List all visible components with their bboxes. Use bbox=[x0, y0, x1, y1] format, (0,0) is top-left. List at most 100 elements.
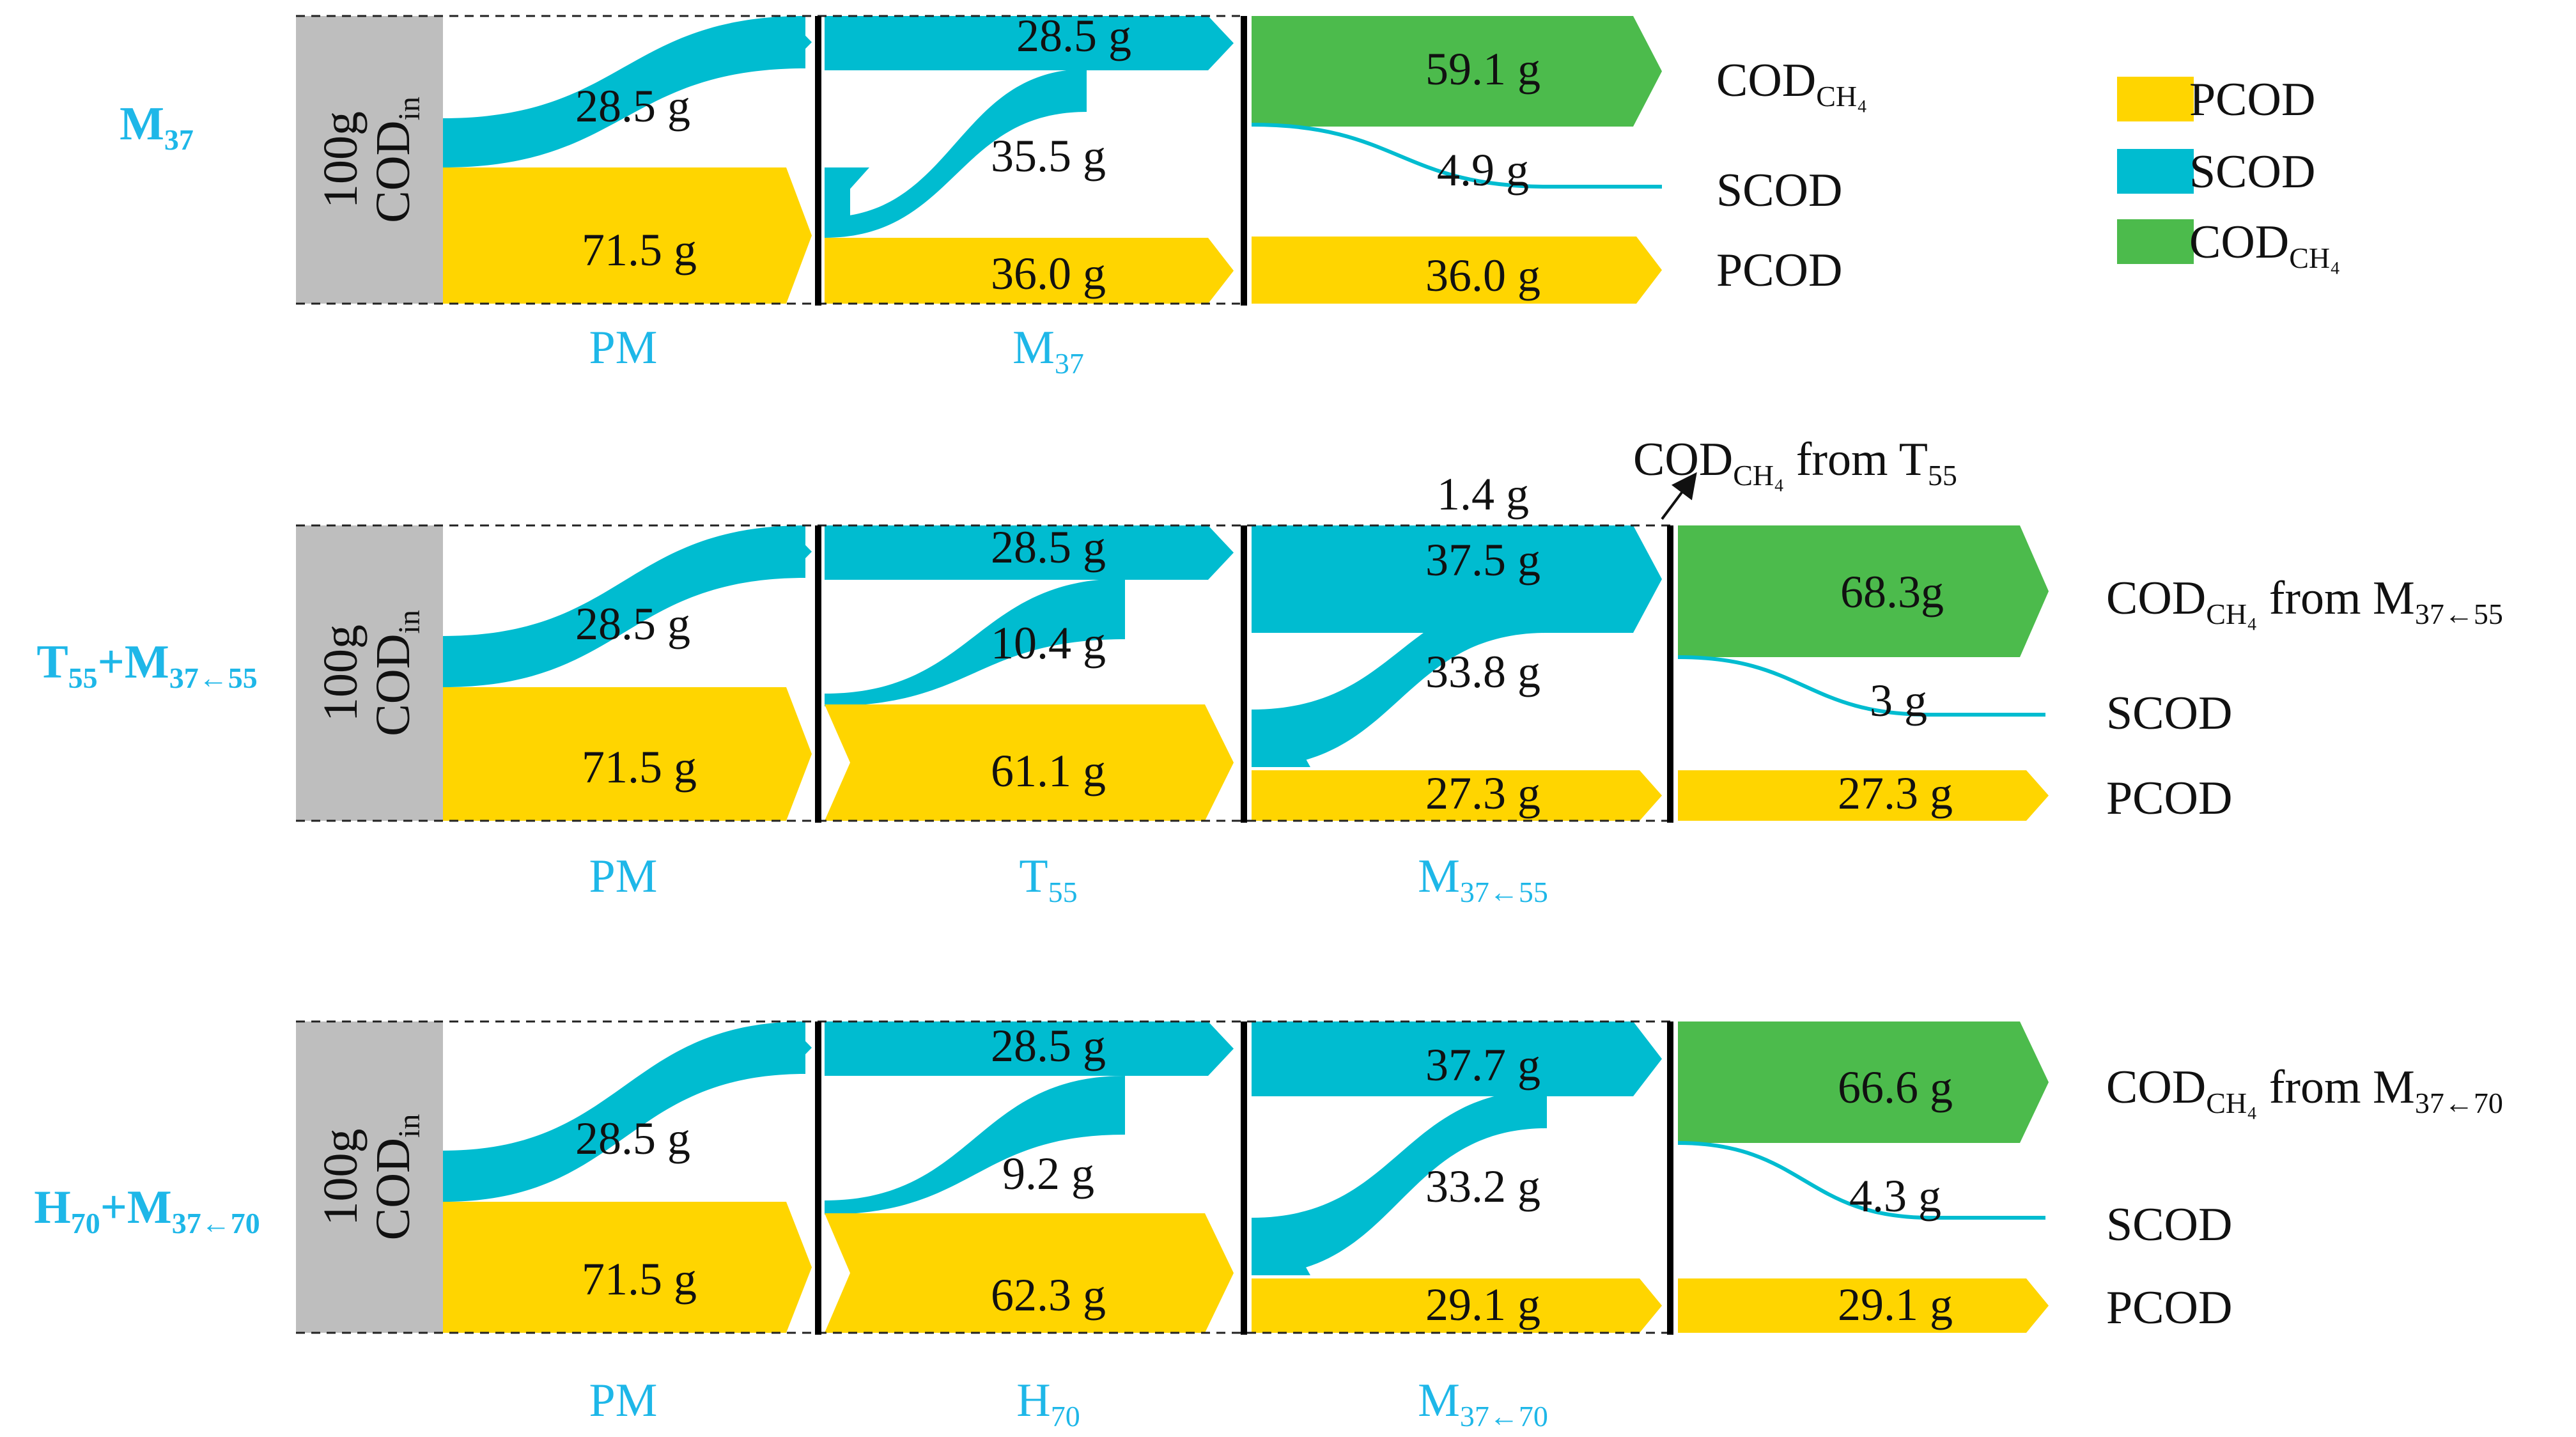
legend-label-scod: SCOD bbox=[2189, 146, 2315, 198]
s2-scod-top-arrow bbox=[825, 16, 1234, 70]
stage-label: H70 bbox=[1016, 1374, 1080, 1433]
s3-scod-conv-flow bbox=[1252, 593, 1547, 767]
ch4-t55-annotation-part: 55 bbox=[1928, 459, 1957, 492]
annotation-arrow bbox=[1661, 472, 1697, 520]
legend-label-pcod: PCOD bbox=[2189, 74, 2315, 126]
stage-label-part: M bbox=[1418, 850, 1460, 903]
s2-scod-top-value: 28.5 g bbox=[1016, 10, 1131, 61]
stage-label-part: 37←70 bbox=[1460, 1400, 1548, 1433]
line-layer bbox=[296, 15, 2045, 1335]
influent-cod: CODin bbox=[366, 610, 426, 736]
influent-cod-text: COD bbox=[366, 120, 420, 222]
ch4-output-label-part: from M bbox=[2257, 1061, 2415, 1114]
influent-amount: 100g bbox=[314, 625, 368, 722]
ch4-t55-annotation: CODCH₄ from T55 bbox=[1633, 433, 1957, 492]
ch4-output-label: CODCH₄ from M37←70 bbox=[2106, 1061, 2503, 1119]
final-pcod-arrow bbox=[1252, 237, 1662, 304]
ch4-output-label-part: CH₄ bbox=[1816, 80, 1867, 113]
ch4-output-label-part: 37←70 bbox=[2415, 1087, 2503, 1119]
legend-label-ch4-part: CH₄ bbox=[2289, 242, 2340, 274]
s2-scod-conv-flow bbox=[825, 69, 1087, 238]
ch4-output-label: CODCH₄ bbox=[1716, 54, 1867, 113]
stage-label: T55 bbox=[1019, 850, 1077, 908]
final-ch4-value: 59.1 g bbox=[1425, 43, 1540, 95]
final-scod-line bbox=[1677, 1141, 2045, 1220]
pm-scod-flow bbox=[443, 16, 805, 167]
legend-swatch-ch4 bbox=[2117, 219, 2194, 264]
pm-scod-flow bbox=[443, 525, 805, 687]
ch4-output-label-part: 37←55 bbox=[2415, 598, 2503, 630]
row-name-part: H bbox=[34, 1181, 71, 1234]
final-scod-value: 3 g bbox=[1870, 675, 1927, 726]
final-pcod-arrow bbox=[1678, 1278, 2049, 1333]
row-name: M37 bbox=[120, 98, 194, 156]
s3-pcod-arrow bbox=[1252, 1278, 1662, 1333]
legend-label-pcod-part: PCOD bbox=[2189, 74, 2315, 126]
s2-pcod-arrow bbox=[825, 1213, 1234, 1333]
s3-scod-conv-flow bbox=[1252, 1090, 1547, 1275]
legend-swatch-pcod bbox=[2117, 77, 2194, 121]
s2-scod-conv-notch bbox=[825, 167, 869, 217]
stage-label-part: 70 bbox=[1051, 1400, 1080, 1433]
influent-cod-text: COD bbox=[366, 1138, 420, 1240]
pm-scod-tip bbox=[786, 16, 812, 68]
s3-scod-conv-base bbox=[1252, 710, 1310, 767]
pm-pcod-value: 71.5 g bbox=[582, 224, 697, 276]
influent-box bbox=[296, 1021, 443, 1333]
s2-scod-top-value: 28.5 g bbox=[991, 522, 1106, 573]
row-name-part: 70 bbox=[71, 1207, 100, 1239]
row-name-part: +M bbox=[98, 636, 169, 688]
s3-scod-top-value: 37.7 g bbox=[1425, 1039, 1540, 1091]
stage-label-part: 55 bbox=[1048, 876, 1078, 908]
final-ch4-value: 68.3g bbox=[1840, 566, 1944, 618]
pm-scod-value: 28.5 g bbox=[575, 598, 690, 649]
stage-label: PM bbox=[589, 322, 658, 374]
final-pcod-arrow bbox=[1678, 770, 2049, 821]
legend-label-ch4-part: COD bbox=[2189, 216, 2289, 268]
row-name-part: 37←70 bbox=[172, 1207, 260, 1239]
row-name-part: M bbox=[120, 98, 164, 150]
s2-scod-conv-value: 9.2 g bbox=[1002, 1148, 1094, 1199]
ch4-output-label-part: COD bbox=[1716, 54, 1816, 107]
pm-scod-tip bbox=[786, 1021, 812, 1074]
s2-scod-conv-value: 35.5 g bbox=[991, 130, 1106, 182]
s2-pcod-arrow bbox=[825, 238, 1234, 304]
ch4-t55-annotation-part: CH₄ bbox=[1733, 459, 1784, 492]
final-ch4-arrow bbox=[1678, 1021, 2049, 1143]
s2-pcod-value: 36.0 g bbox=[991, 248, 1106, 299]
row-name-part: 37 bbox=[164, 123, 194, 156]
stage-label: M37 bbox=[1013, 322, 1084, 380]
scod-output-label: SCOD bbox=[1716, 164, 1842, 217]
s3-pcod-arrow bbox=[1252, 770, 1662, 821]
ch4-output-label-part: CH₄ bbox=[2206, 598, 2257, 630]
ch4-output-label: CODCH₄ from M37←55 bbox=[2106, 572, 2503, 630]
final-scod-value: 4.9 g bbox=[1437, 144, 1529, 196]
row-name-part: T bbox=[36, 636, 68, 688]
s2-scod-conv-flow bbox=[825, 1076, 1125, 1215]
ch4-t55-annotation-part: from T bbox=[1784, 433, 1928, 486]
final-ch4-value: 66.6 g bbox=[1838, 1062, 1953, 1113]
influent-cod: CODin bbox=[366, 97, 426, 223]
s3-scod-top-arrow bbox=[1252, 1021, 1662, 1096]
influent-cod-sub: in bbox=[392, 1114, 426, 1138]
scod-output-label: SCOD bbox=[2106, 687, 2232, 740]
final-ch4-arrow bbox=[1678, 525, 2049, 657]
s3-pcod-value: 29.1 g bbox=[1425, 1279, 1540, 1330]
row-name-part: 55 bbox=[68, 662, 98, 694]
influent-box bbox=[296, 525, 443, 821]
pm-pcod-arrow bbox=[443, 687, 812, 821]
ch4-t55-annotation-part: COD bbox=[1633, 433, 1733, 486]
s3-scod-conv-base bbox=[1252, 1218, 1310, 1275]
s2-pcod-arrow bbox=[825, 704, 1234, 821]
scod-output-label: SCOD bbox=[2106, 1199, 2232, 1251]
final-pcod-value: 29.1 g bbox=[1838, 1279, 1953, 1330]
stage-label-part: PM bbox=[589, 322, 658, 374]
s3-scod-top-value: 37.5 g bbox=[1425, 534, 1540, 586]
pm-scod-flow bbox=[443, 1021, 805, 1202]
s3-scod-top-arrow bbox=[1252, 525, 1662, 633]
pcod-output-label: PCOD bbox=[2106, 772, 2232, 825]
pm-pcod-arrow bbox=[443, 1202, 812, 1333]
